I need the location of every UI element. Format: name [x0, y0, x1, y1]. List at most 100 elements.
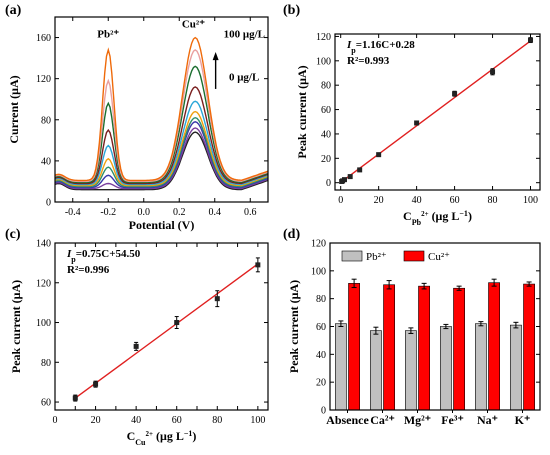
panel-a: (a) 0 40 80 120 160 Current (μA) -0.4 -0.2 0.0 0.2… — [5, 3, 269, 232]
y-tick-label: 20 — [321, 154, 331, 165]
x-tick-label: 0 — [53, 415, 58, 426]
data-point — [357, 167, 363, 173]
data-point — [347, 174, 353, 180]
y-tick-label: 0 — [46, 198, 51, 209]
voltammogram-curve — [55, 121, 268, 189]
y-tick-label: 80 — [321, 81, 331, 92]
voltammogram-curve — [55, 100, 268, 186]
r-squared: R²=0.996 — [67, 264, 110, 276]
y-tick-label: 40 — [321, 129, 331, 140]
x-tick-label: 80 — [212, 415, 222, 426]
y-tick-label: 60 — [41, 398, 51, 409]
y-tick-label: 160 — [36, 33, 51, 44]
legend-label: Cu²⁺ — [428, 251, 450, 263]
pb-peak-label: Pb²⁺ — [97, 29, 119, 41]
x-tick-label: 0.4 — [209, 207, 222, 218]
data-point — [414, 120, 420, 126]
y-axis-title: Peak current (μA) — [287, 280, 301, 373]
voltammogram-curve — [55, 49, 268, 183]
x-axis-title: CPb2+ (μg L−1) — [403, 209, 472, 227]
category-label: Fe³⁺ — [441, 413, 464, 427]
plot-frame — [54, 16, 269, 203]
bar — [474, 323, 487, 411]
fit-equation: Ip=0.75C+54.50 — [66, 248, 141, 264]
concentration-max-label: 100 μg/L — [224, 29, 265, 41]
data-point — [174, 320, 180, 326]
x-tick-label: 20 — [374, 195, 384, 206]
data-point — [528, 37, 534, 43]
data-point — [341, 177, 347, 183]
fit-equation: Ip=1.16C+0.28 — [346, 39, 415, 55]
data-point — [255, 262, 261, 268]
curves — [55, 36, 268, 191]
y-tick-label: 40 — [41, 156, 51, 167]
y-tick-label: 100 — [36, 318, 51, 329]
r-squared: R²=0.993 — [347, 55, 390, 67]
category-label: Ca²⁺ — [370, 413, 395, 427]
y-tick-label: 120 — [36, 278, 51, 289]
y-tick-label: 140 — [36, 239, 51, 250]
x-axis-title: CCu2+ (μg L−1) — [127, 429, 197, 447]
y-tick-label: 40 — [316, 350, 326, 361]
plot-frame — [54, 242, 269, 411]
y-tick-label: 0 — [321, 406, 326, 417]
cu-peak-label: Cu²⁺ — [182, 18, 205, 30]
voltammogram-curve — [55, 127, 268, 190]
x-tick-label: 0.2 — [173, 207, 186, 218]
voltammogram-curve — [55, 131, 268, 191]
x-tick-label: 100 — [523, 195, 538, 206]
bar — [404, 330, 417, 411]
data-point — [490, 69, 496, 75]
panel-label: (b) — [283, 3, 300, 18]
bar — [523, 283, 535, 411]
y-tick-label: 60 — [321, 105, 331, 116]
x-tick-label: 40 — [412, 195, 422, 206]
bar — [334, 323, 347, 411]
x-tick-label: 20 — [91, 415, 101, 426]
bar — [453, 287, 465, 411]
bar — [509, 324, 522, 411]
panel-d: (d) 0 20 40 60 80 100 120 Peak current (μA) Absen… — [283, 227, 541, 427]
x-tick-label: 0.6 — [244, 207, 257, 218]
panel-c: (c) 60 80 100 120 140 Peak current (μA) 0 20 40 60… — [5, 227, 269, 447]
panel-label: (c) — [5, 227, 21, 242]
bar — [488, 282, 500, 411]
y-axis-title: Peak current (μA) — [9, 280, 23, 373]
data-point — [452, 91, 458, 97]
y-tick-label: 80 — [41, 115, 51, 126]
y-tick-label: 0 — [326, 178, 331, 189]
y-tick-label: 120 — [316, 32, 331, 43]
y-tick-label: 100 — [316, 56, 331, 67]
legend-swatch — [403, 250, 425, 262]
x-tick-label: 0.0 — [138, 207, 151, 218]
legend-swatch — [341, 250, 363, 262]
y-tick-label: 100 — [311, 266, 326, 277]
voltammogram-curve — [55, 110, 268, 187]
bar — [369, 330, 382, 411]
category-label: K⁺ — [515, 413, 531, 427]
legend-label: Pb²⁺ — [366, 251, 387, 263]
y-axis-title: Current (μA) — [7, 75, 21, 143]
bar — [439, 326, 452, 411]
data-point — [214, 296, 220, 302]
panel-label: (d) — [283, 227, 300, 242]
y-tick-label: 80 — [41, 358, 51, 369]
fit-line — [74, 263, 259, 399]
y-tick-label: 120 — [311, 239, 326, 250]
data-point — [376, 152, 382, 158]
x-tick-label: 60 — [172, 415, 182, 426]
bar — [348, 283, 360, 411]
y-axis-title: Peak current (μA) — [295, 65, 309, 158]
y-tick-label: 20 — [316, 378, 326, 389]
plot-frame — [334, 33, 541, 191]
data-point — [133, 343, 139, 349]
concentration-min-label: 0 μg/L — [229, 72, 259, 84]
x-tick-label: 40 — [131, 415, 141, 426]
data-point — [93, 381, 99, 387]
x-tick-label: 0 — [338, 195, 343, 206]
category-label: Mg²⁺ — [404, 413, 431, 427]
x-tick-label: -0.2 — [100, 207, 116, 218]
y-tick-label: 120 — [36, 74, 51, 85]
voltammogram-curve — [55, 65, 268, 184]
arrow-head — [212, 51, 219, 61]
